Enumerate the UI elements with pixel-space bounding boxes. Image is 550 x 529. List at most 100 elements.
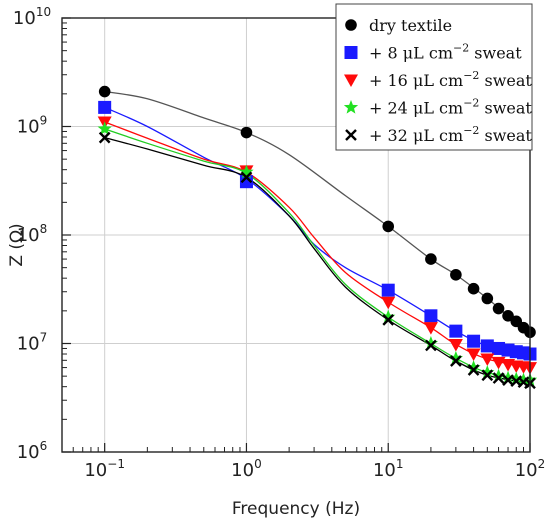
y-tick-base: 10 [13,8,36,29]
data-point-series-0 [382,220,395,233]
fit-curve-series-3 [104,128,531,381]
legend-label-suffix: sweat [469,44,522,63]
data-point-series-2 [480,353,495,366]
data-point-series-0 [492,302,505,315]
legend-label-text: dry textile [369,16,452,35]
data-point-series-0 [425,253,437,265]
data-point-series-3 [480,365,495,379]
legend-label-superscript: −2 [463,97,479,110]
legend-box [335,3,533,151]
legend-label: + 8 μL cm−2 sweat [369,42,522,63]
y-tick-exponent: 9 [40,114,48,128]
legend-marker [345,19,357,31]
data-point-series-1 [480,339,494,353]
y-tick-label: 109 [17,114,48,138]
data-point-series-1 [381,283,395,297]
x-tick-base: 10 [84,460,107,481]
data-point-series-4 [240,171,253,184]
y-tick-exponent: 8 [40,222,48,236]
data-point-series-1 [449,324,463,338]
x-tick-exponent: 1 [396,457,404,471]
y-tick-exponent: 7 [40,331,48,345]
marker-stroke [425,339,437,352]
data-point-series-2 [448,338,463,352]
x-tick-base: 10 [515,460,538,481]
marker-stroke [492,372,505,384]
y-tick-label: 107 [17,331,48,355]
x-tick-label: 102 [515,457,546,481]
legend-label: dry textile [369,16,452,35]
legend-label-suffix: sweat [479,99,532,118]
y-tick-label: 1010 [13,5,51,29]
data-point-series-4 [492,372,505,384]
data-point-series-1 [98,100,112,114]
data-point-series-2 [423,322,438,335]
y-tick-exponent: 10 [36,5,51,19]
data-point-series-0 [240,126,253,139]
data-point-series-1 [424,309,438,323]
data-point-series-3 [97,121,112,135]
legend-marker [343,100,359,114]
data-point-series-0 [450,268,462,281]
data-point-series-3 [239,164,254,179]
legend-label-text: + 24 μL cm [369,99,463,118]
y-tick-base: 10 [17,442,40,463]
x-tick-label: 101 [373,457,404,481]
data-point-series-0 [502,310,514,322]
x-tick-base: 10 [231,460,254,481]
legend-label: + 16 μL cm−2 sweat [369,69,532,90]
legend-label: + 32 μL cm−2 sweat [369,124,532,145]
data-point-series-2 [381,296,396,310]
legend-label-superscript: −2 [463,124,479,137]
data-point-series-3 [491,368,506,383]
legend-label: + 24 μL cm−2 sweat [369,97,532,118]
data-point-series-4 [382,314,395,326]
legend-label-superscript: −2 [463,69,479,82]
marker-stroke [98,131,111,144]
marker-stroke [240,171,253,184]
data-point-series-0 [98,85,111,98]
x-tick-exponent: −1 [107,457,125,471]
data-point-series-3 [509,371,524,386]
data-point-series-0 [481,292,494,305]
legend-label-text: + 8 μL cm [369,44,453,63]
y-tick-base: 10 [17,225,40,246]
y-tick-label: 108 [17,222,48,246]
data-point-series-4 [98,131,111,144]
data-point-series-3 [448,350,463,365]
x-tick-exponent: 2 [538,457,546,471]
legend: dry textile+ 8 μL cm−2 sweat+ 16 μL cm−2… [335,3,533,151]
y-tick-label: 106 [17,439,48,463]
legend-label-text: + 32 μL cm [369,126,463,145]
legend-label-suffix: sweat [479,71,532,90]
legend-marker [345,129,357,141]
data-point-series-4 [467,364,480,376]
data-point-series-4 [450,355,462,367]
x-tick-base: 10 [373,460,396,481]
legend-label-superscript: −2 [453,42,469,55]
marker-stroke [450,355,462,367]
x-axis-label: Frequency (Hz) [232,499,360,519]
fit-curve-series-2 [104,121,531,369]
x-tick-exponent: 0 [254,457,262,471]
x-tick-label: 10−1 [84,457,125,481]
data-point-series-1 [239,175,253,189]
data-point-series-3 [500,370,516,385]
data-markers [97,85,538,390]
marker-stroke [382,314,395,326]
y-tick-base: 10 [17,334,40,355]
legend-marker [344,46,358,59]
marker-stroke [345,129,357,141]
marker-stroke [481,369,494,382]
legend-marker [344,74,358,87]
y-tick-base: 10 [17,117,40,138]
data-point-series-4 [481,369,494,382]
y-tick-exponent: 6 [40,439,48,453]
data-point-series-2 [466,348,481,362]
legend-label-text: + 16 μL cm [369,71,463,90]
x-tick-label: 100 [231,457,262,481]
data-point-series-3 [466,360,481,374]
plot-frame [61,17,531,453]
